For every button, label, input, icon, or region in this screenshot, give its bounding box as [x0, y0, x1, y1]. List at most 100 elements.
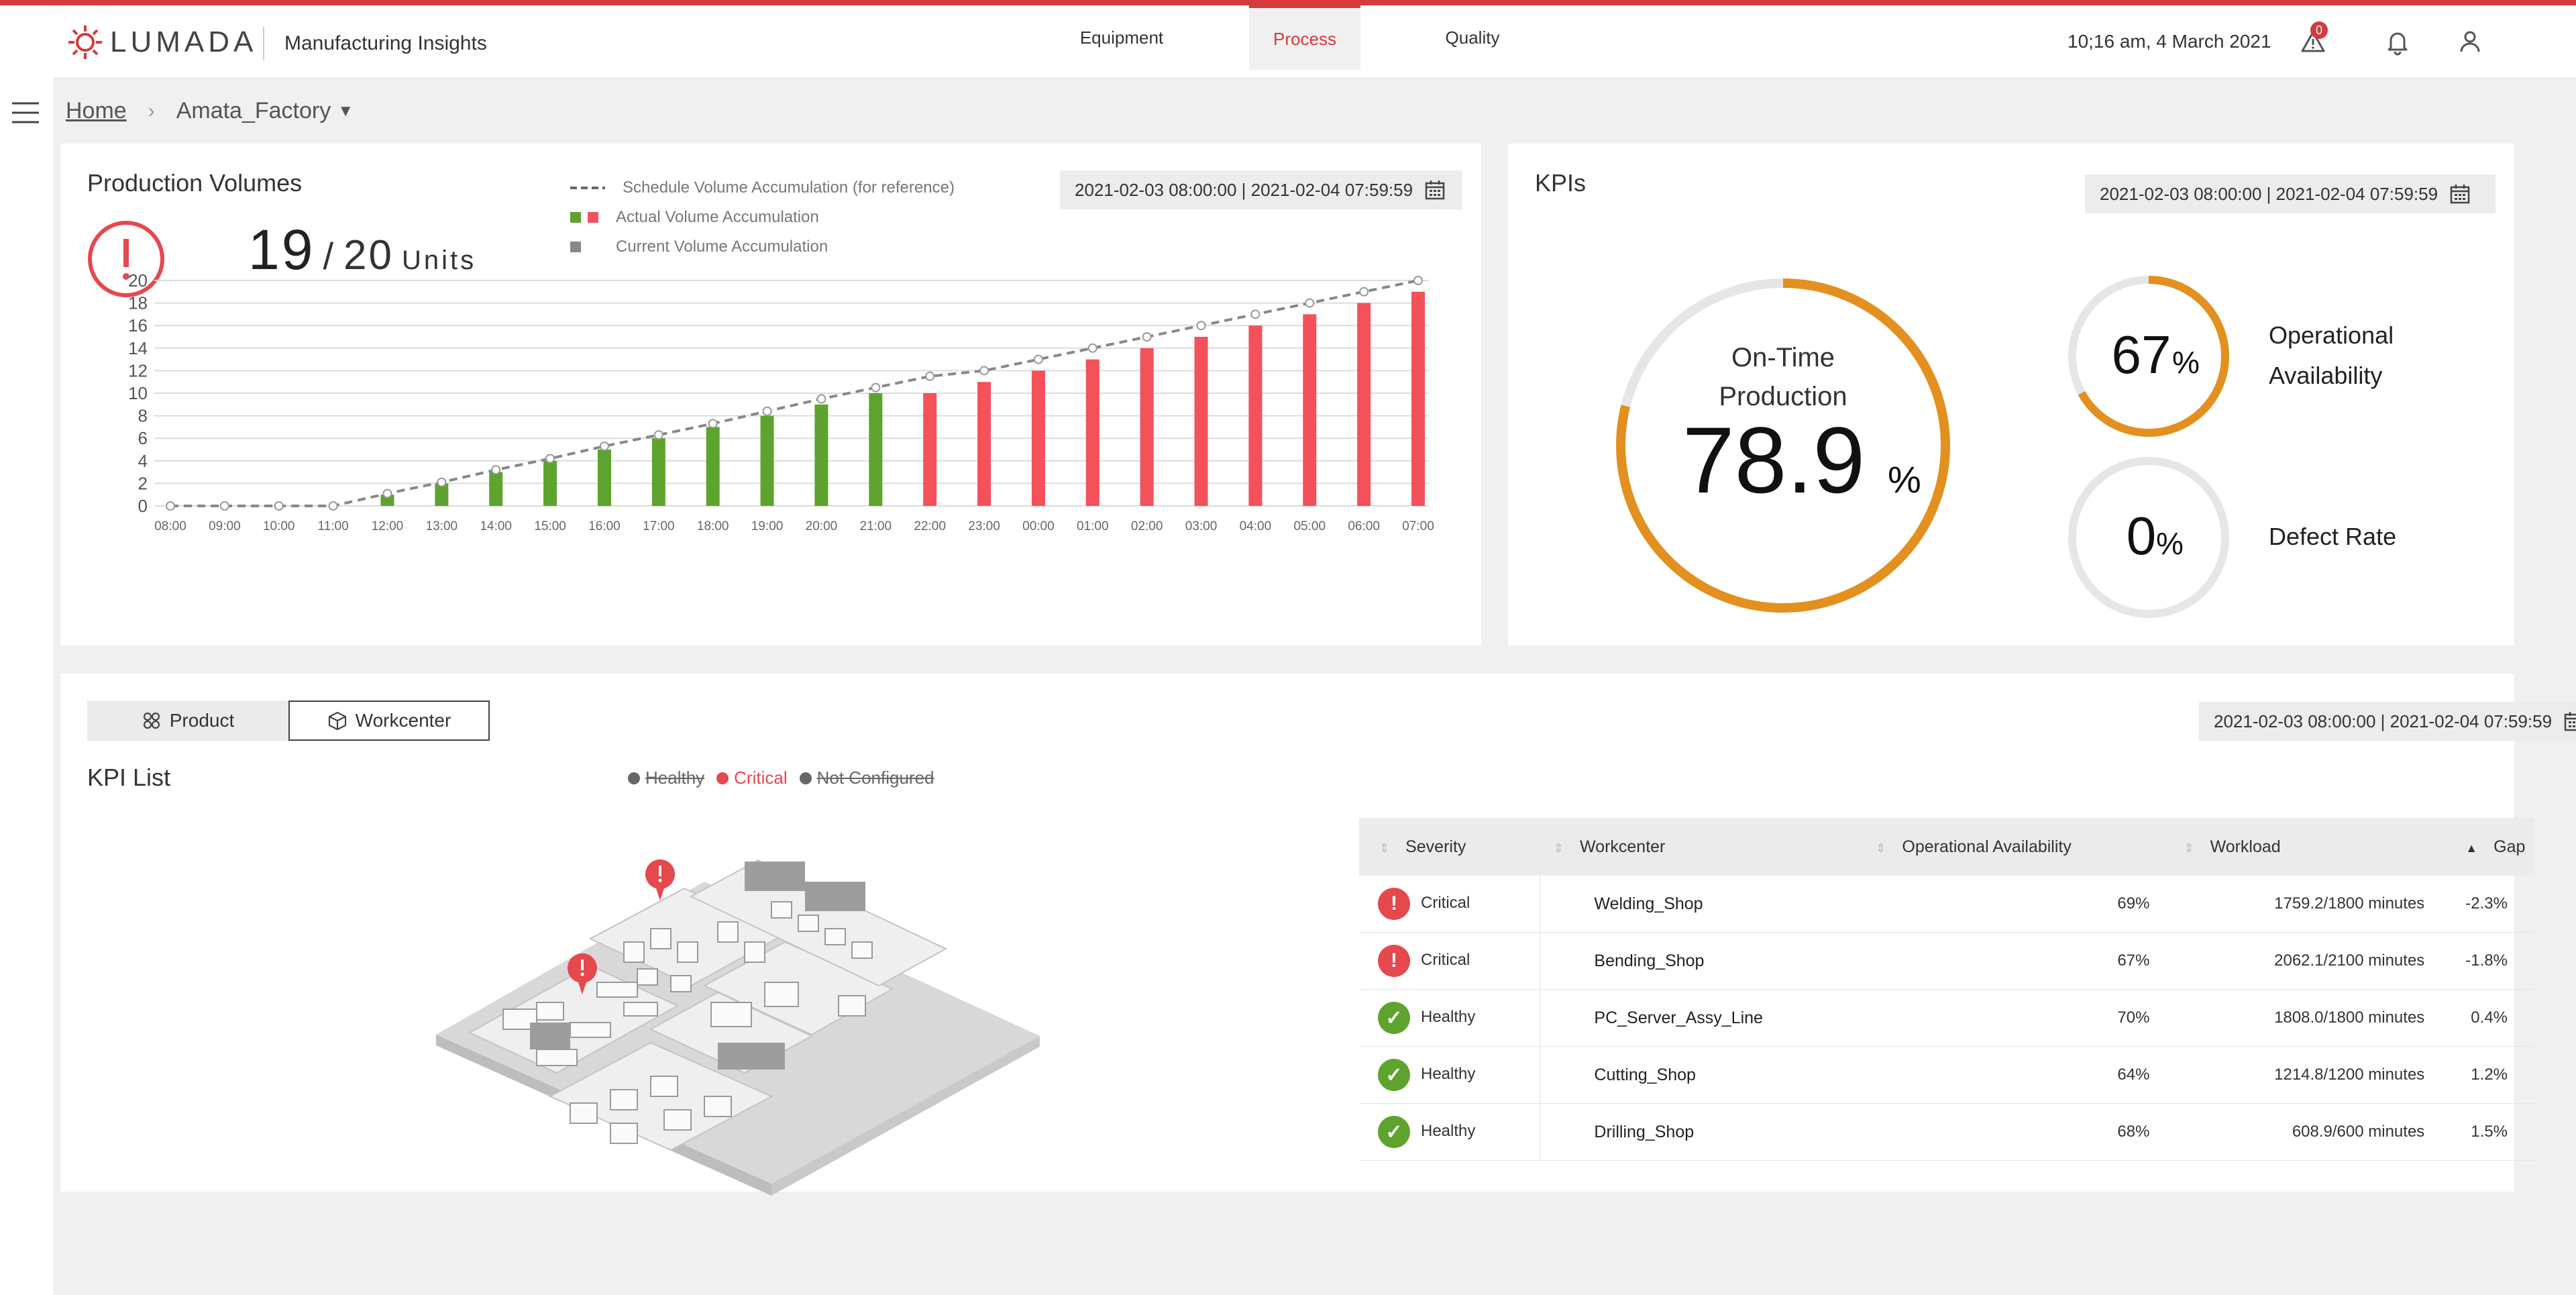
y-tick-label: 10 [128, 383, 148, 403]
availability-cell: 70% [1875, 989, 2184, 1047]
critical-alert-icon: ! [1378, 945, 1410, 977]
schedule-point [219, 501, 229, 511]
x-tick-label: 00:00 [1022, 519, 1055, 533]
schedule-point [328, 501, 338, 511]
workcenter-cell[interactable]: Bending_Shop [1540, 932, 1876, 990]
sidebar [0, 78, 54, 1295]
column-header-severity[interactable]: ⇕ Severity [1359, 818, 1540, 876]
gap-cell: -1.8% [2465, 932, 2534, 990]
severity-label: Healthy [1421, 1122, 1476, 1141]
product-toggle-button[interactable]: Product [87, 701, 288, 741]
bar [597, 450, 611, 506]
table-row[interactable]: ✓ Healthy Drilling_Shop 68% 608.9/600 minute… [1359, 1103, 2534, 1161]
legend-critical[interactable]: Critical [734, 768, 788, 788]
x-tick-label: 19:00 [751, 519, 784, 533]
workload-cell: 2062.1/2100 minutes [2183, 932, 2465, 990]
schedule-point [1087, 343, 1097, 353]
column-label: Operational Availability [1902, 837, 2072, 856]
brand-logo[interactable]: LUMADA [67, 25, 257, 59]
column-label: Gap [2493, 837, 2526, 856]
critical-alert-icon [87, 220, 165, 298]
table-row[interactable]: ! Critical Welding_Shop 69% 1759.2/1800 minu… [1359, 876, 2534, 933]
lumada-logo-icon [68, 25, 102, 59]
workcenter-cell[interactable]: PC_Server_Assy_Line [1540, 989, 1876, 1047]
x-tick-label: 17:00 [643, 519, 675, 533]
schedule-point [653, 430, 663, 440]
critical-marker-welding[interactable] [568, 953, 597, 994]
column-header-workload[interactable]: ⇕ Workload [2183, 818, 2465, 876]
column-header-workcenter[interactable]: ⇕ Workcenter [1540, 818, 1876, 876]
tab-quality[interactable]: Quality [1445, 27, 1500, 48]
kpis-card: KPIs 2021-02-03 08:00:00 | 2021-02-04 07… [1508, 144, 2514, 645]
bar [869, 393, 883, 506]
legend-actual: Actual Volume Accumulation [570, 208, 819, 227]
sort-asc-icon: ▲ [2465, 841, 2478, 855]
x-tick-label: 08:00 [154, 519, 186, 533]
kpis-date-range[interactable]: 2021-02-03 08:00:00 | 2021-02-04 07:59:5… [2085, 174, 2496, 213]
schedule-point [382, 488, 392, 499]
production-title: Production Volumes [87, 169, 303, 197]
x-tick-label: 09:00 [209, 519, 241, 533]
availability-label: Operational Availability [2269, 315, 2394, 396]
schedule-point [437, 477, 447, 487]
severity-label: Critical [1421, 894, 1470, 913]
gap-cell: 0.4% [2465, 989, 2534, 1047]
table-row[interactable]: ! Critical Bending_Shop 67% 2062.1/2100 minu… [1359, 932, 2534, 990]
workload-cell: 1808.0/1800 minutes [2183, 989, 2465, 1047]
schedule-point [1413, 276, 1423, 285]
kpi-list-date-range[interactable]: 2021-02-03 08:00:00 | 2021-02-04 07:59:5… [2199, 702, 2576, 741]
tab-process[interactable]: Process [1249, 5, 1360, 70]
legend-not-configured[interactable]: Not Configured [816, 768, 934, 788]
factory-map[interactable] [369, 781, 1107, 1197]
warning-icon[interactable] [2297, 25, 2329, 58]
x-tick-label: 15:00 [534, 519, 566, 533]
bar [923, 393, 937, 506]
sort-icon: ⇕ [1876, 841, 1886, 855]
production-count: 19/20 Units [248, 217, 476, 282]
workcenter-cell[interactable]: Cutting_Shop [1540, 1046, 1876, 1104]
gap-cell: 1.2% [2465, 1046, 2534, 1104]
breadcrumb-current[interactable]: Amata_Factory [176, 98, 331, 123]
bar [977, 382, 991, 506]
app-header: LUMADA Manufacturing Insights Equipment … [0, 5, 2576, 79]
schedule-point [545, 454, 555, 464]
column-header-availability[interactable]: ⇕ Operational Availability [1875, 818, 2184, 876]
bar [1248, 325, 1263, 506]
kpi-list-card: Product Workcenter KPI List Healthy Crit… [60, 674, 2576, 1196]
defect-value: 0 [2127, 506, 2157, 566]
hamburger-menu-icon[interactable] [11, 99, 40, 126]
bar [489, 472, 503, 506]
column-header-gap[interactable]: ▲ Gap [2465, 818, 2534, 876]
defect-rate-label: Defect Rate [2269, 523, 2397, 550]
bar [1357, 303, 1371, 506]
bar [1085, 359, 1099, 506]
workcenter-toggle-button[interactable]: Workcenter [288, 701, 490, 741]
check-icon: ✓ [1378, 1002, 1410, 1034]
severity-cell: ! Critical [1359, 932, 1541, 990]
breadcrumb-home-link[interactable]: Home [66, 98, 127, 123]
schedule-point [1142, 332, 1152, 342]
user-icon[interactable] [2454, 25, 2486, 58]
check-icon: ✓ [1378, 1059, 1410, 1091]
workcenter-cell[interactable]: Welding_Shop [1540, 876, 1876, 933]
column-label: Workcenter [1580, 837, 1666, 856]
production-volumes-card: Production Volumes 19/20 Units Schedule V… [60, 144, 1481, 645]
x-tick-label: 18:00 [697, 519, 729, 533]
availability-value: 67 [2112, 325, 2171, 384]
schedule-point [816, 394, 826, 404]
tab-equipment[interactable]: Equipment [1079, 27, 1164, 48]
production-date-range[interactable]: 2021-02-03 08:00:00 | 2021-02-04 07:59:5… [1060, 170, 1462, 209]
caret-down-icon[interactable]: ▼ [337, 101, 354, 120]
on-time-percent: % [1888, 458, 1921, 501]
table-row[interactable]: ✓ Healthy Cutting_Shop 64% 1214.8/1200 minut… [1359, 1046, 2534, 1104]
table-row[interactable]: ✓ Healthy PC_Server_Assy_Line 70% 1808.0/180… [1359, 989, 2534, 1047]
storage-racks [530, 862, 865, 1070]
target-volume: 20 [343, 232, 394, 278]
schedule-point [1305, 298, 1315, 308]
critical-marker-bending[interactable] [645, 859, 675, 900]
workcenter-cell[interactable]: Drilling_Shop [1540, 1103, 1876, 1161]
bell-icon[interactable] [2381, 25, 2414, 58]
legend-healthy[interactable]: Healthy [645, 768, 705, 788]
gap-cell: 1.5% [2465, 1103, 2534, 1161]
units-label: Units [401, 246, 477, 275]
